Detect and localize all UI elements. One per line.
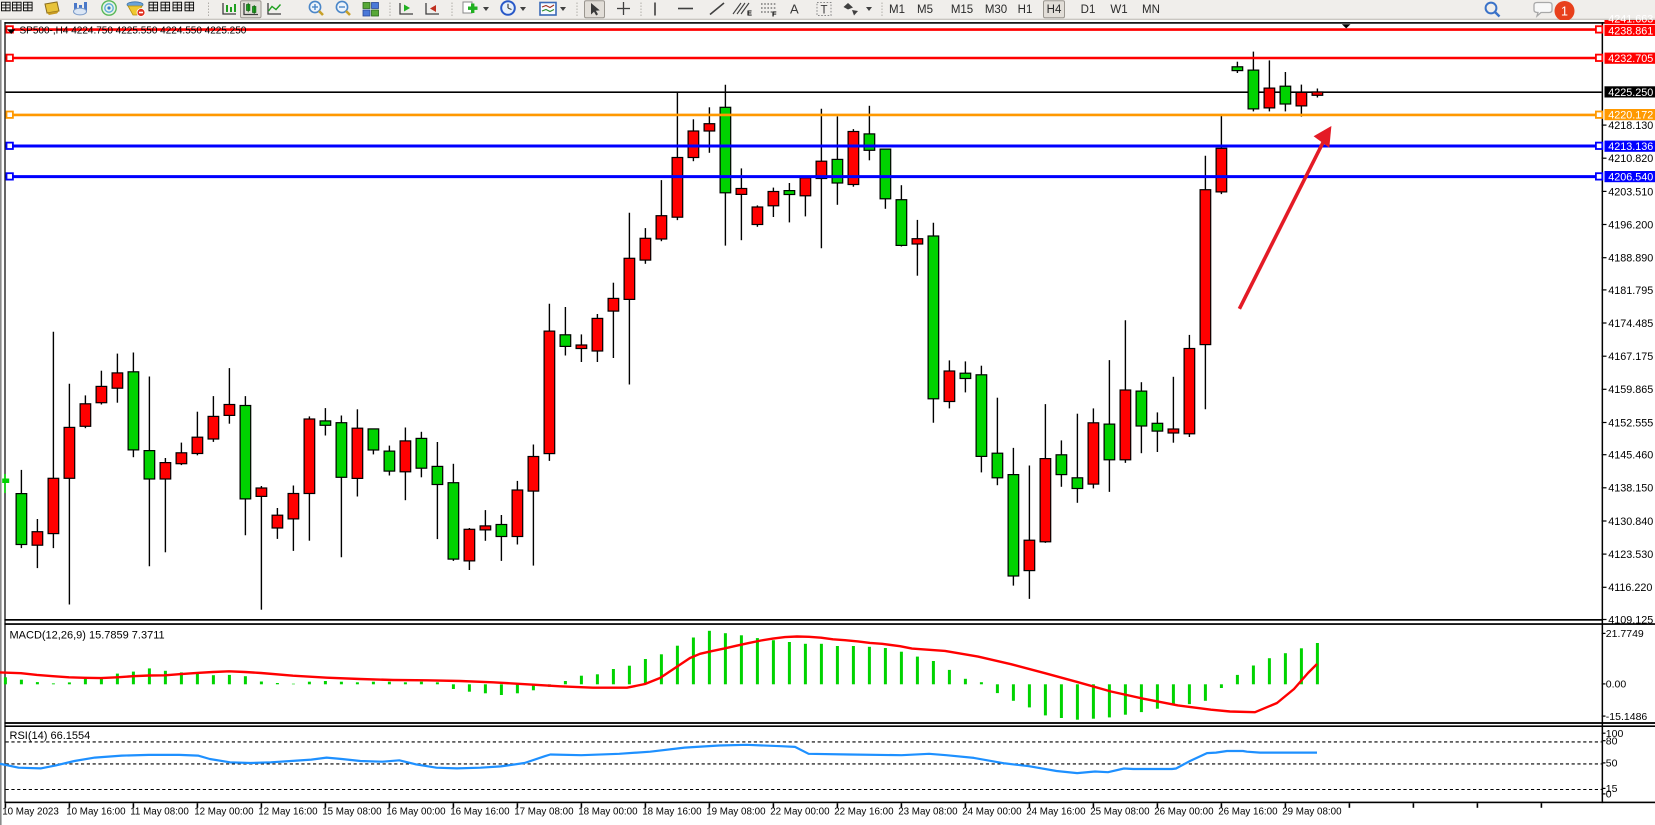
svg-text:4123.530: 4123.530 bbox=[1608, 549, 1653, 561]
svg-text:RSI(14) 66.1554: RSI(14) 66.1554 bbox=[10, 730, 91, 742]
svg-text:11 May 08:00: 11 May 08:00 bbox=[130, 806, 189, 817]
svg-text:4232.705: 4232.705 bbox=[1608, 53, 1653, 65]
svg-text:4241.663: 4241.663 bbox=[1608, 13, 1653, 25]
svg-text:4196.200: 4196.200 bbox=[1608, 219, 1653, 231]
svg-text:M1: M1 bbox=[889, 4, 905, 16]
svg-text:4109.125: 4109.125 bbox=[1608, 614, 1653, 626]
svg-text:21.7749: 21.7749 bbox=[1606, 628, 1644, 640]
svg-text:26 May 00:00: 26 May 00:00 bbox=[1154, 806, 1214, 817]
svg-text:16 May 00:00: 16 May 00:00 bbox=[386, 806, 446, 817]
svg-text:H4: H4 bbox=[1047, 4, 1062, 16]
svg-text:T: T bbox=[821, 5, 828, 17]
svg-text:26 May 16:00: 26 May 16:00 bbox=[1218, 806, 1278, 817]
svg-text:17 May 08:00: 17 May 08:00 bbox=[514, 806, 574, 817]
svg-text:4138.150: 4138.150 bbox=[1608, 483, 1653, 495]
svg-text:4130.840: 4130.840 bbox=[1608, 516, 1653, 528]
svg-text:4225.250: 4225.250 bbox=[1608, 87, 1653, 99]
svg-text:M15: M15 bbox=[951, 4, 973, 16]
svg-text:80: 80 bbox=[1606, 736, 1618, 748]
svg-text:4213.136: 4213.136 bbox=[1608, 141, 1653, 153]
svg-text:23 May 08:00: 23 May 08:00 bbox=[898, 806, 958, 817]
svg-text:1: 1 bbox=[1561, 4, 1568, 18]
svg-text:4152.555: 4152.555 bbox=[1608, 417, 1653, 429]
svg-text:4159.865: 4159.865 bbox=[1608, 384, 1653, 396]
svg-text:E: E bbox=[747, 9, 752, 18]
svg-text:25 May 08:00: 25 May 08:00 bbox=[1090, 806, 1150, 817]
svg-text:12 May 16:00: 12 May 16:00 bbox=[258, 806, 318, 817]
svg-text:4181.795: 4181.795 bbox=[1608, 285, 1653, 297]
svg-text:15: 15 bbox=[1606, 783, 1618, 795]
svg-text:4174.485: 4174.485 bbox=[1608, 318, 1653, 330]
svg-text:4218.130: 4218.130 bbox=[1608, 120, 1653, 132]
svg-text:-15.1486: -15.1486 bbox=[1606, 711, 1648, 723]
svg-text:18 May 16:00: 18 May 16:00 bbox=[642, 806, 702, 817]
svg-text:24 May 16:00: 24 May 16:00 bbox=[1026, 806, 1086, 817]
svg-text:H1: H1 bbox=[1018, 4, 1033, 16]
svg-text:22 May 00:00: 22 May 00:00 bbox=[770, 806, 830, 817]
svg-text:4203.510: 4203.510 bbox=[1608, 186, 1653, 198]
svg-text:15 May 08:00: 15 May 08:00 bbox=[322, 806, 382, 817]
svg-text:4167.175: 4167.175 bbox=[1608, 351, 1653, 363]
svg-text:MN: MN bbox=[1142, 4, 1160, 16]
svg-text:29 May 08:00: 29 May 08:00 bbox=[1282, 806, 1342, 817]
svg-text:0.00: 0.00 bbox=[1606, 679, 1627, 691]
svg-text:18 May 00:00: 18 May 00:00 bbox=[578, 806, 638, 817]
svg-text:24 May 00:00: 24 May 00:00 bbox=[962, 806, 1022, 817]
svg-text:M30: M30 bbox=[985, 4, 1007, 16]
svg-text:4188.890: 4188.890 bbox=[1608, 253, 1653, 265]
svg-text:10 May 16:00: 10 May 16:00 bbox=[66, 806, 126, 817]
svg-text:4210.820: 4210.820 bbox=[1608, 153, 1653, 165]
svg-text:19 May 08:00: 19 May 08:00 bbox=[706, 806, 766, 817]
svg-text:M5: M5 bbox=[917, 4, 933, 16]
svg-text:10 May 2023: 10 May 2023 bbox=[2, 806, 59, 817]
svg-text:4220.172: 4220.172 bbox=[1608, 110, 1653, 122]
svg-text:16 May 16:00: 16 May 16:00 bbox=[450, 806, 510, 817]
svg-text:SP500-,H4 4224.750 4225.550 4: SP500-,H4 4224.750 4225.550 4224.550 422… bbox=[20, 25, 247, 36]
svg-text:0: 0 bbox=[1606, 789, 1612, 801]
svg-text:50: 50 bbox=[1606, 758, 1618, 770]
svg-text:A: A bbox=[790, 2, 799, 17]
svg-text:22 May 16:00: 22 May 16:00 bbox=[834, 806, 894, 817]
svg-text:W1: W1 bbox=[1110, 4, 1127, 16]
svg-text:F: F bbox=[772, 10, 777, 19]
svg-text:100: 100 bbox=[1606, 728, 1624, 740]
svg-text:D1: D1 bbox=[1081, 4, 1096, 16]
svg-text:4116.220: 4116.220 bbox=[1608, 582, 1652, 594]
svg-text:12 May 00:00: 12 May 00:00 bbox=[194, 806, 254, 817]
svg-text:4145.460: 4145.460 bbox=[1608, 450, 1653, 462]
svg-text:4206.540: 4206.540 bbox=[1608, 172, 1653, 184]
svg-text:4238.861: 4238.861 bbox=[1608, 25, 1653, 37]
svg-text:MACD(12,26,9) 15.7859 7.3711: MACD(12,26,9) 15.7859 7.3711 bbox=[10, 630, 165, 642]
